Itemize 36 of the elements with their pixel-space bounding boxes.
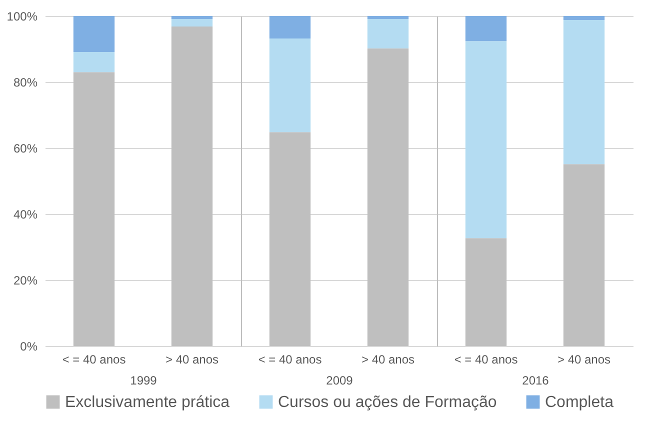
bar — [563, 20, 605, 164]
bar — [563, 164, 605, 346]
bar — [171, 26, 213, 346]
legend-label: Exclusivamente prática — [65, 394, 230, 411]
x-tick-label: < = 40 anos — [454, 352, 518, 366]
legend-label: Cursos ou ações de Formação — [278, 394, 497, 411]
x-tick-label: > 40 anos — [557, 352, 611, 366]
y-tick-label: 0% — [20, 340, 38, 354]
bar — [269, 16, 311, 38]
bar — [171, 18, 213, 27]
bar — [367, 18, 409, 48]
bar — [465, 16, 507, 42]
y-tick-label: 60% — [13, 142, 38, 156]
bar — [73, 72, 115, 346]
y-tick-label: 20% — [13, 274, 38, 288]
y-tick-label: 100% — [6, 10, 38, 24]
bar — [367, 16, 409, 19]
x-tick-label: > 40 anos — [361, 352, 415, 366]
bar — [465, 41, 507, 238]
x-tick-label: > 40 anos — [165, 352, 219, 366]
bar — [73, 16, 115, 52]
x-tick-label: < = 40 anos — [258, 352, 322, 366]
bar — [171, 16, 213, 19]
x-axis-title: 2016 — [522, 374, 550, 388]
bar — [367, 48, 409, 346]
x-axis-title: 2009 — [326, 374, 354, 388]
bar — [269, 132, 311, 346]
bar — [465, 238, 507, 346]
y-tick-label: 80% — [13, 76, 38, 90]
bar — [73, 52, 115, 72]
x-tick-label: < = 40 anos — [62, 352, 126, 366]
legend-label: Completa — [545, 394, 614, 411]
bar — [563, 16, 605, 20]
x-axis-title: 1999 — [130, 374, 158, 388]
y-tick-label: 40% — [13, 208, 38, 222]
bar — [269, 38, 311, 132]
